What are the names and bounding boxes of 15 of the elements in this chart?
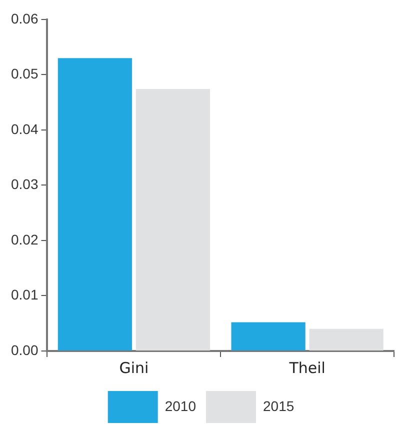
y-tick-label: 0.00 xyxy=(11,342,38,358)
y-tick-label: 0.05 xyxy=(11,66,38,82)
y-tick-label: 0.06 xyxy=(11,10,38,26)
bar xyxy=(231,322,306,350)
y-tick-label: 0.03 xyxy=(11,176,38,192)
bar xyxy=(58,58,132,350)
y-tick-label: 0.02 xyxy=(11,231,38,248)
legend-label: 2010 xyxy=(164,398,196,414)
x-tick-label: Theil xyxy=(288,358,326,377)
bar xyxy=(136,89,210,350)
bar xyxy=(309,328,384,350)
legend-label: 2015 xyxy=(263,398,294,414)
x-tick-label: Gini xyxy=(119,358,149,377)
y-tick-label: 0.04 xyxy=(11,120,38,137)
y-tick-label: 0.01 xyxy=(11,286,38,303)
